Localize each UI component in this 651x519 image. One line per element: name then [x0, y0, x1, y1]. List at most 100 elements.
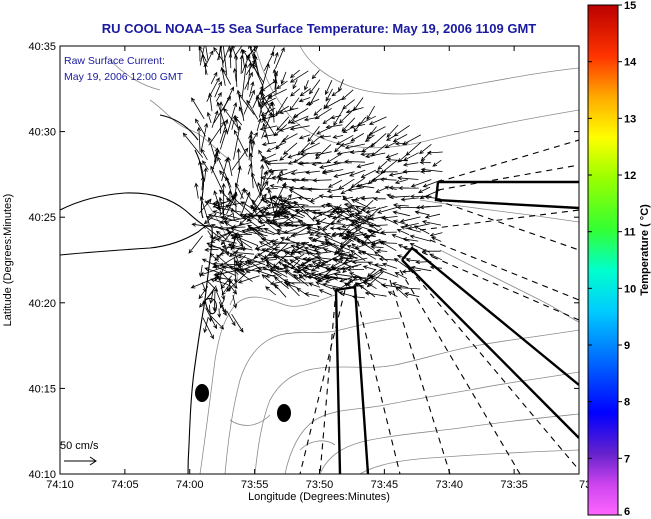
current-vector — [271, 46, 276, 56]
current-vector — [195, 118, 206, 137]
y-axis-ticks: 40:35 40:30 40:25 40:20 40:15 40:10 — [28, 41, 579, 481]
x-tick-label: 73:40 — [435, 479, 463, 491]
current-vector — [380, 159, 398, 174]
current-vector — [413, 225, 430, 235]
current-vector — [307, 126, 320, 143]
current-vector — [289, 70, 309, 83]
x-tick-label: 73:45 — [371, 479, 399, 491]
current-vector — [402, 169, 421, 174]
y-axis-label: Latitude (Degrees:Minutes) — [2, 194, 14, 327]
current-vector — [263, 206, 277, 211]
current-vector — [325, 124, 343, 129]
current-vector — [257, 203, 271, 220]
current-vector — [225, 226, 234, 231]
current-vector — [252, 227, 267, 240]
current-vector — [265, 264, 282, 271]
y-tick-label: 40:25 — [28, 212, 56, 224]
current-vector — [188, 235, 203, 254]
current-vector — [368, 116, 387, 125]
current-vector — [334, 278, 356, 292]
current-vector — [225, 176, 236, 204]
current-vector — [300, 142, 321, 153]
current-vector — [400, 197, 419, 202]
current-vector — [208, 92, 213, 112]
current-vector — [322, 211, 344, 232]
current-vector — [272, 221, 303, 226]
current-vector — [265, 286, 277, 296]
current-vector — [279, 153, 289, 161]
current-vector — [263, 101, 272, 116]
current-vector — [210, 224, 240, 236]
current-vector — [241, 63, 248, 99]
current-vector — [305, 170, 320, 175]
current-vector — [419, 189, 441, 200]
current-vector — [349, 169, 366, 177]
current-vector — [202, 160, 209, 171]
current-vector — [374, 169, 398, 174]
current-vector — [347, 187, 365, 192]
current-vector — [331, 88, 342, 97]
current-vector — [417, 186, 431, 193]
current-vector — [198, 198, 212, 214]
current-vector — [205, 46, 209, 61]
station-marker-1 — [195, 384, 209, 402]
current-vector — [370, 133, 387, 148]
y-tick-label: 40:35 — [28, 41, 56, 53]
current-vector — [385, 153, 399, 159]
current-vector — [212, 210, 241, 220]
y-tick-label: 40:15 — [28, 383, 56, 395]
current-vector — [202, 224, 222, 239]
current-vector — [360, 241, 370, 248]
current-vector — [392, 134, 408, 143]
current-vector — [191, 222, 219, 229]
current-vector — [237, 275, 260, 284]
current-vector — [306, 230, 321, 235]
current-vector — [291, 246, 305, 252]
current-vector — [273, 242, 289, 258]
current-vector — [269, 281, 283, 286]
scale-arrow — [64, 456, 97, 466]
colorbar-tick-label: 11 — [624, 227, 636, 239]
current-vector — [292, 79, 298, 90]
current-vector — [407, 223, 430, 230]
current-vector — [348, 213, 361, 221]
colorbar-tick-label: 13 — [624, 113, 636, 125]
current-vector — [208, 120, 226, 146]
current-vector — [391, 282, 409, 289]
current-vector — [429, 232, 443, 237]
current-vector — [304, 80, 309, 91]
current-vector — [353, 279, 372, 287]
current-vector — [275, 96, 288, 116]
current-vector — [217, 156, 232, 188]
current-vector — [333, 171, 355, 178]
current-vector — [366, 268, 377, 278]
current-vector — [213, 190, 221, 212]
current-vector — [201, 282, 207, 293]
current-vector — [405, 258, 420, 263]
current-vector — [332, 134, 344, 139]
current-vector — [279, 202, 306, 217]
current-vector — [205, 307, 218, 330]
current-vector — [221, 157, 229, 182]
current-vector — [248, 152, 254, 189]
current-vector — [324, 238, 345, 253]
surface-current-vectors — [182, 46, 443, 340]
current-vector — [219, 170, 231, 185]
current-vector — [213, 46, 224, 62]
current-vector — [204, 267, 224, 275]
current-vector — [290, 215, 304, 222]
current-vector — [357, 250, 383, 257]
current-vector — [315, 281, 333, 290]
fan-line — [401, 259, 579, 471]
current-vector — [289, 125, 310, 131]
current-vector — [230, 207, 235, 221]
current-vector — [303, 292, 320, 297]
current-vector — [210, 165, 226, 196]
y-tick-label: 40:20 — [28, 298, 56, 310]
current-vector — [203, 213, 217, 225]
current-vector — [203, 167, 208, 182]
current-vector — [243, 89, 255, 115]
current-vector — [206, 77, 220, 102]
current-vector — [376, 248, 388, 253]
current-vector — [292, 268, 308, 274]
